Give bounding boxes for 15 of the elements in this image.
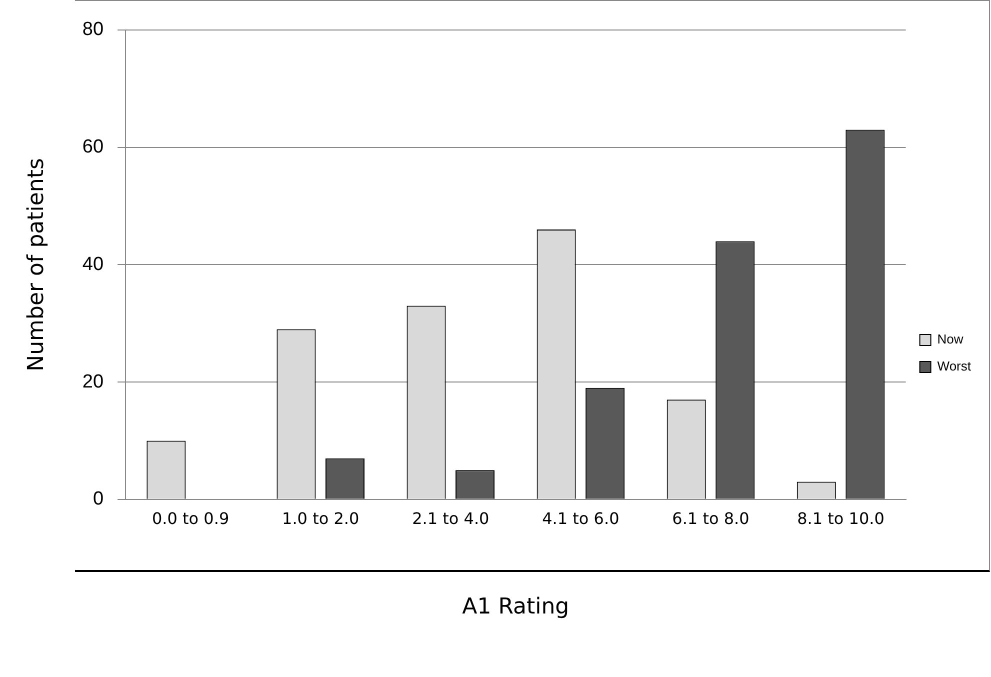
x-axis-title: A1 Rating	[462, 594, 570, 620]
y-tick-label: 0	[92, 488, 104, 510]
x-tick-label: 4.1 to 6.0	[542, 509, 620, 528]
y-tick-label: 40	[82, 254, 104, 275]
y-tick-label: 80	[82, 19, 104, 40]
x-tick-label: 2.1 to 4.0	[412, 509, 490, 528]
x-tick-label: 1.0 to 2.0	[282, 509, 360, 528]
x-tick-label: 8.1 to 10.0	[797, 509, 884, 528]
y-tick-label: 20	[82, 371, 104, 392]
y-tick-label: 60	[82, 136, 104, 158]
y-axis-title: Number of patients	[24, 158, 49, 372]
x-tick-label: 6.1 to 8.0	[672, 509, 750, 528]
legend-label: Worst	[937, 358, 972, 374]
legend-label: Now	[937, 332, 964, 347]
x-tick-label: 0.0 to 0.9	[152, 509, 230, 528]
